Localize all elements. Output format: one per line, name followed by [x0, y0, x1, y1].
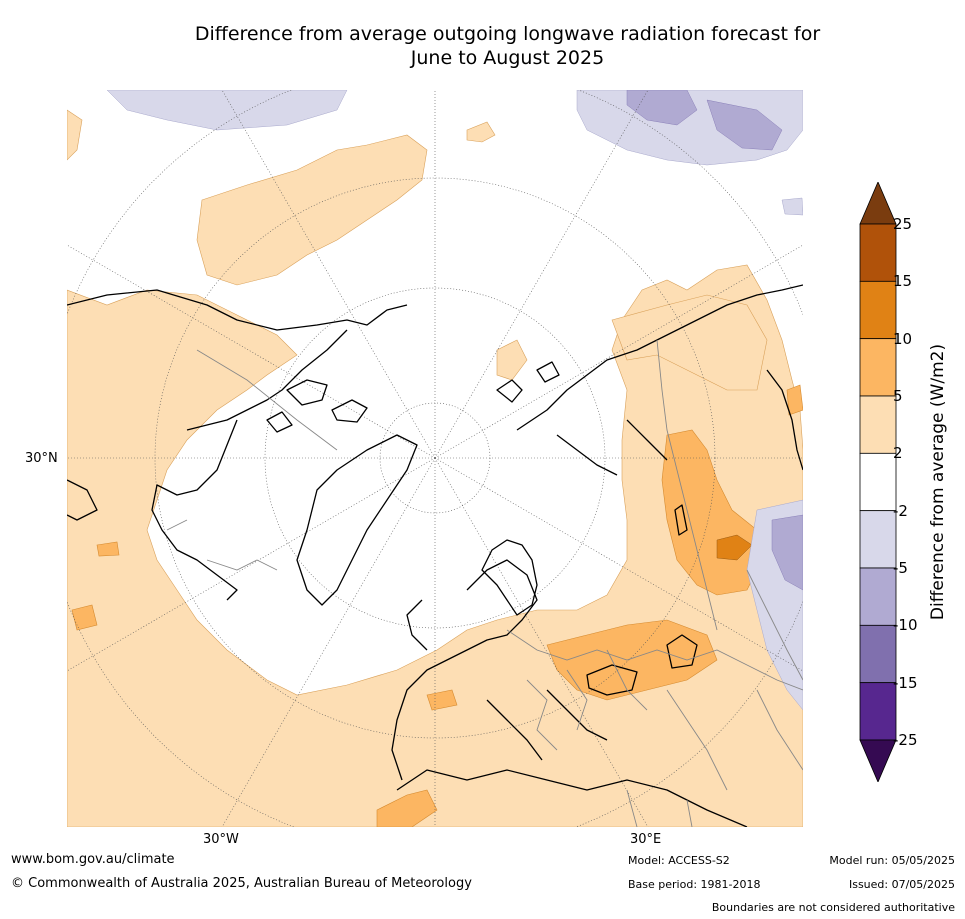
anomaly-fill-10-15 [716, 534, 753, 561]
colorbar [859, 182, 897, 782]
colorbar-label: Difference from average (W/m2) [928, 343, 948, 621]
north-america-coast [67, 289, 408, 601]
colorbar-segment [859, 624, 897, 684]
footer-copyright: © Commonwealth of Australia 2025, Austra… [11, 876, 472, 891]
ne-asia-coast [766, 369, 803, 471]
colorbar-segment [859, 567, 897, 626]
lon-label-30e: 30°E [630, 832, 662, 847]
footer-model-run: Model run: 05/05/2025 [829, 854, 955, 867]
colorbar-tick-label: -25 [893, 731, 918, 749]
colorbar-extend-top [859, 182, 897, 225]
colorbar-tick-label: -10 [893, 616, 918, 635]
arctic-islands-coast [266, 379, 368, 433]
colorbar-tick-label: -15 [893, 673, 918, 692]
colorbar-tick-label: 10 [893, 329, 913, 348]
colorbar-tick-label: 5 [893, 387, 903, 405]
footer-issued: Issued: 07/05/2025 [848, 878, 955, 891]
colorbar-segment [859, 223, 897, 282]
footer-base-period: Base period: 1981-2018 [628, 878, 761, 891]
colorbar-tick-label: 25 [893, 215, 913, 233]
country-borders [166, 339, 803, 827]
colorbar-segment [859, 452, 897, 512]
polar-map [67, 90, 803, 827]
colorbar-segment [859, 682, 897, 741]
anomaly-fill-neg5-neg10 [626, 90, 803, 591]
map-title: Difference from average outgoing longwav… [60, 22, 955, 70]
colorbar-segment [859, 510, 897, 569]
colorbar-tick-label: -2 [893, 501, 908, 520]
footer-model: Model: ACCESS-S2 [628, 854, 730, 867]
colorbar-segment [859, 280, 897, 340]
title-line-2: June to August 2025 [410, 47, 605, 69]
colorbar-tick-label: 2 [893, 444, 903, 463]
siberia-coast [516, 284, 803, 476]
scandinavia-coast [481, 539, 538, 616]
baikal-coast [674, 504, 688, 536]
lon-label-30w: 30°W [203, 832, 239, 847]
colorbar-segments [859, 182, 897, 782]
colorbar-segment [859, 395, 897, 454]
footer-website[interactable]: www.bom.gov.au/climate [11, 852, 175, 867]
europe-coast [391, 559, 608, 781]
coastlines [67, 284, 803, 827]
map-svg [67, 90, 803, 827]
colorbar-segment [859, 338, 897, 397]
black-sea-coast [586, 664, 638, 696]
colorbar-tick-label: -5 [893, 559, 908, 577]
greenland-coast [296, 434, 418, 606]
svalbard-coast [496, 361, 560, 403]
lat-label-30n: 30°N [25, 451, 58, 466]
colorbar-extend-bottom [859, 739, 897, 782]
colorbar-tick-label: 15 [893, 272, 913, 291]
caspian-coast [666, 634, 698, 669]
footer-disclaimer: Boundaries are not considered authoritat… [711, 901, 955, 914]
graticule [67, 90, 803, 827]
title-line-1: Difference from average outgoing longwav… [194, 23, 821, 45]
